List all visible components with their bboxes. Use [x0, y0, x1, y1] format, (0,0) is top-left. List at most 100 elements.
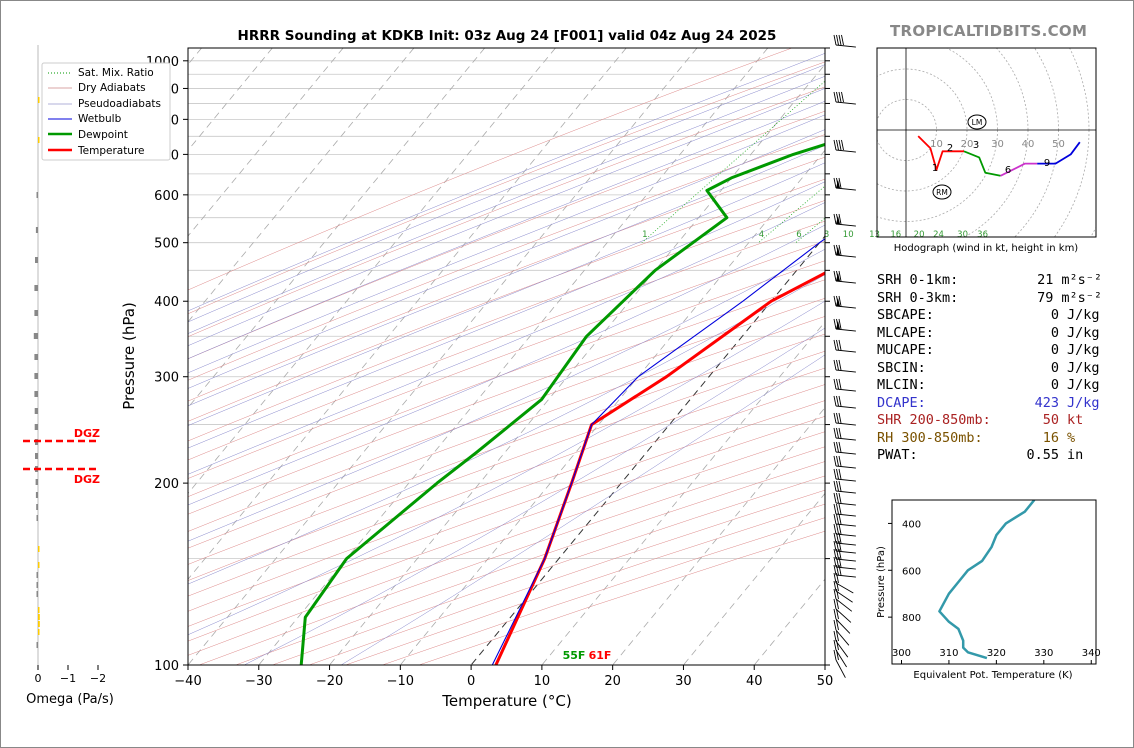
mixing-ratio-label: 36 [977, 230, 988, 240]
hodo-height-3: 3 [973, 140, 979, 151]
series-dewpoint [299, 142, 825, 665]
theta-panel: 300 310 320 330 340 400 600 800 Equivalent Pot.… [876, 499, 1101, 681]
mixing-ratio-label: 10 [843, 230, 854, 240]
omega-bar [36, 504, 38, 510]
wind-barb [833, 34, 856, 48]
omega-x-axis: 0 −1 −2 [35, 665, 106, 685]
dry-adiabat [188, 260, 825, 497]
omega-bar [35, 257, 38, 263]
pseudoadiabat [188, 100, 825, 360]
index-unit: m²s⁻² [1061, 272, 1102, 288]
index-row: MLCIN: 0 J/kg [877, 377, 1102, 395]
dry-adiabat [188, 316, 825, 549]
lm-label: LM [972, 118, 983, 127]
theta-x-tick-label: 310 [939, 648, 958, 659]
wind-barb [833, 318, 856, 332]
theta-y-tick-label: 800 [902, 613, 921, 624]
omega-bar [34, 285, 38, 291]
mixing-ratio-labels: 1 4 6 8 10 13 16 20 24 30 36 [642, 230, 988, 240]
index-label: SRH 0-3km: [877, 289, 959, 306]
wind-barb [833, 455, 856, 469]
index-unit: J/kg [1067, 342, 1100, 358]
theta-frame [891, 499, 1097, 665]
wind-barb [833, 244, 856, 258]
wind-barb [833, 359, 856, 373]
theta-y-tick-label: 400 [902, 519, 921, 530]
surface-dewpoint-label: 55F [563, 649, 586, 662]
skewt-panel: 1 4 6 8 10 13 16 20 24 30 36 −40 −30 −20 −10 0 10 20 30 40… [41, 47, 1134, 710]
wind-barb [833, 270, 856, 284]
omega-tick-0: 0 [35, 672, 42, 685]
index-row: DCAPE: 423 J/kg [877, 395, 1102, 413]
theta-x-label: Equivalent Pot. Temperature (K) [913, 670, 1072, 681]
omega-bar [36, 192, 38, 198]
wind-barb [833, 177, 856, 191]
dry-adiabat [188, 110, 825, 360]
wind-barb [833, 427, 856, 441]
omega-bar [38, 607, 40, 613]
index-row: RH 300-850mb: 16% [877, 430, 1102, 448]
legend-dewpoint: Dewpoint [78, 129, 128, 141]
wind-barb [833, 630, 849, 658]
index-row: PWAT: 0.55 in [877, 447, 1102, 465]
isotherm-30 [683, 492, 825, 665]
omega-bar [34, 424, 38, 430]
index-row: SBCIN: 0 J/kg [877, 360, 1102, 378]
mixing-ratio-label: 20 [914, 230, 925, 240]
pseudoadiabat [188, 162, 825, 426]
dry-adiabat [188, 279, 825, 515]
omega-bar [36, 582, 38, 588]
omega-bar [34, 354, 38, 360]
hodograph-ring-label: 50 [1052, 139, 1065, 150]
mixing-ratio-line [893, 48, 1134, 243]
index-row: MLCAPE: 0 J/kg [877, 325, 1102, 343]
hodograph-caption: Hodograph (wind in kt, height in km) [894, 243, 1079, 254]
wind-barb [833, 139, 856, 153]
wind-barb [833, 441, 856, 455]
dgz-label-top: DGZ [74, 427, 100, 440]
hodograph-rings: 10 20 30 40 50 [877, 48, 1096, 237]
index-value: 0 [1050, 377, 1059, 393]
wind-barb [833, 213, 856, 227]
skewt-axes: −40 −30 −20 −10 0 10 20 30 40 50 100 200 300 400 500 60… [146, 47, 833, 689]
wind-barb [833, 564, 856, 578]
hodograph-frame [876, 47, 1097, 238]
index-value: 0 [1050, 342, 1059, 358]
y-tick-label: 300 [154, 371, 179, 386]
wind-barbs [833, 34, 856, 678]
isotherm--80 [188, 48, 415, 323]
mixing-ratio-label: 24 [933, 230, 944, 240]
omega-bar [38, 614, 40, 620]
wind-barb [833, 295, 856, 309]
wind-barb [833, 91, 856, 105]
pseudoadiabat [188, 224, 825, 506]
pseudoadiabat [188, 53, 825, 312]
skewt-x-label: Temperature (°C) [441, 692, 571, 710]
theta-x-tick-label: 300 [892, 648, 911, 659]
index-unit: J/kg [1067, 359, 1100, 376]
index-value: 21 [1037, 272, 1054, 288]
pseudoadiabat [188, 202, 825, 475]
index-row: SHR 200-850mb: 50 kt [877, 412, 1102, 430]
index-unit: m²s⁻² [1061, 289, 1102, 306]
hodograph-segment [1000, 162, 1038, 177]
index-label: PWAT: [877, 447, 918, 463]
x-tick-label: −20 [316, 674, 343, 689]
storm-motion-rm: RM [932, 184, 952, 200]
omega-bar [36, 642, 38, 648]
y-tick-label: 400 [154, 295, 179, 310]
omega-bar [38, 137, 40, 143]
skewt-background-lines [188, 48, 1134, 665]
surface-temperature-label: 61F [589, 649, 612, 662]
omega-bar [34, 310, 38, 316]
hodograph-ring-label: 20 [961, 139, 974, 150]
mixing-ratio-label: 13 [869, 230, 880, 240]
wind-barb [833, 503, 856, 517]
y-tick-label: 100 [154, 659, 179, 674]
hodograph-segment [917, 135, 964, 171]
legend-temperature: Temperature [77, 145, 145, 157]
theta-y-tick-label: 600 [902, 566, 921, 577]
mixing-ratio-label: 16 [890, 230, 901, 240]
dgz-label-bottom: DGZ [74, 473, 100, 486]
hodo-height-9: 9 [1044, 158, 1050, 169]
